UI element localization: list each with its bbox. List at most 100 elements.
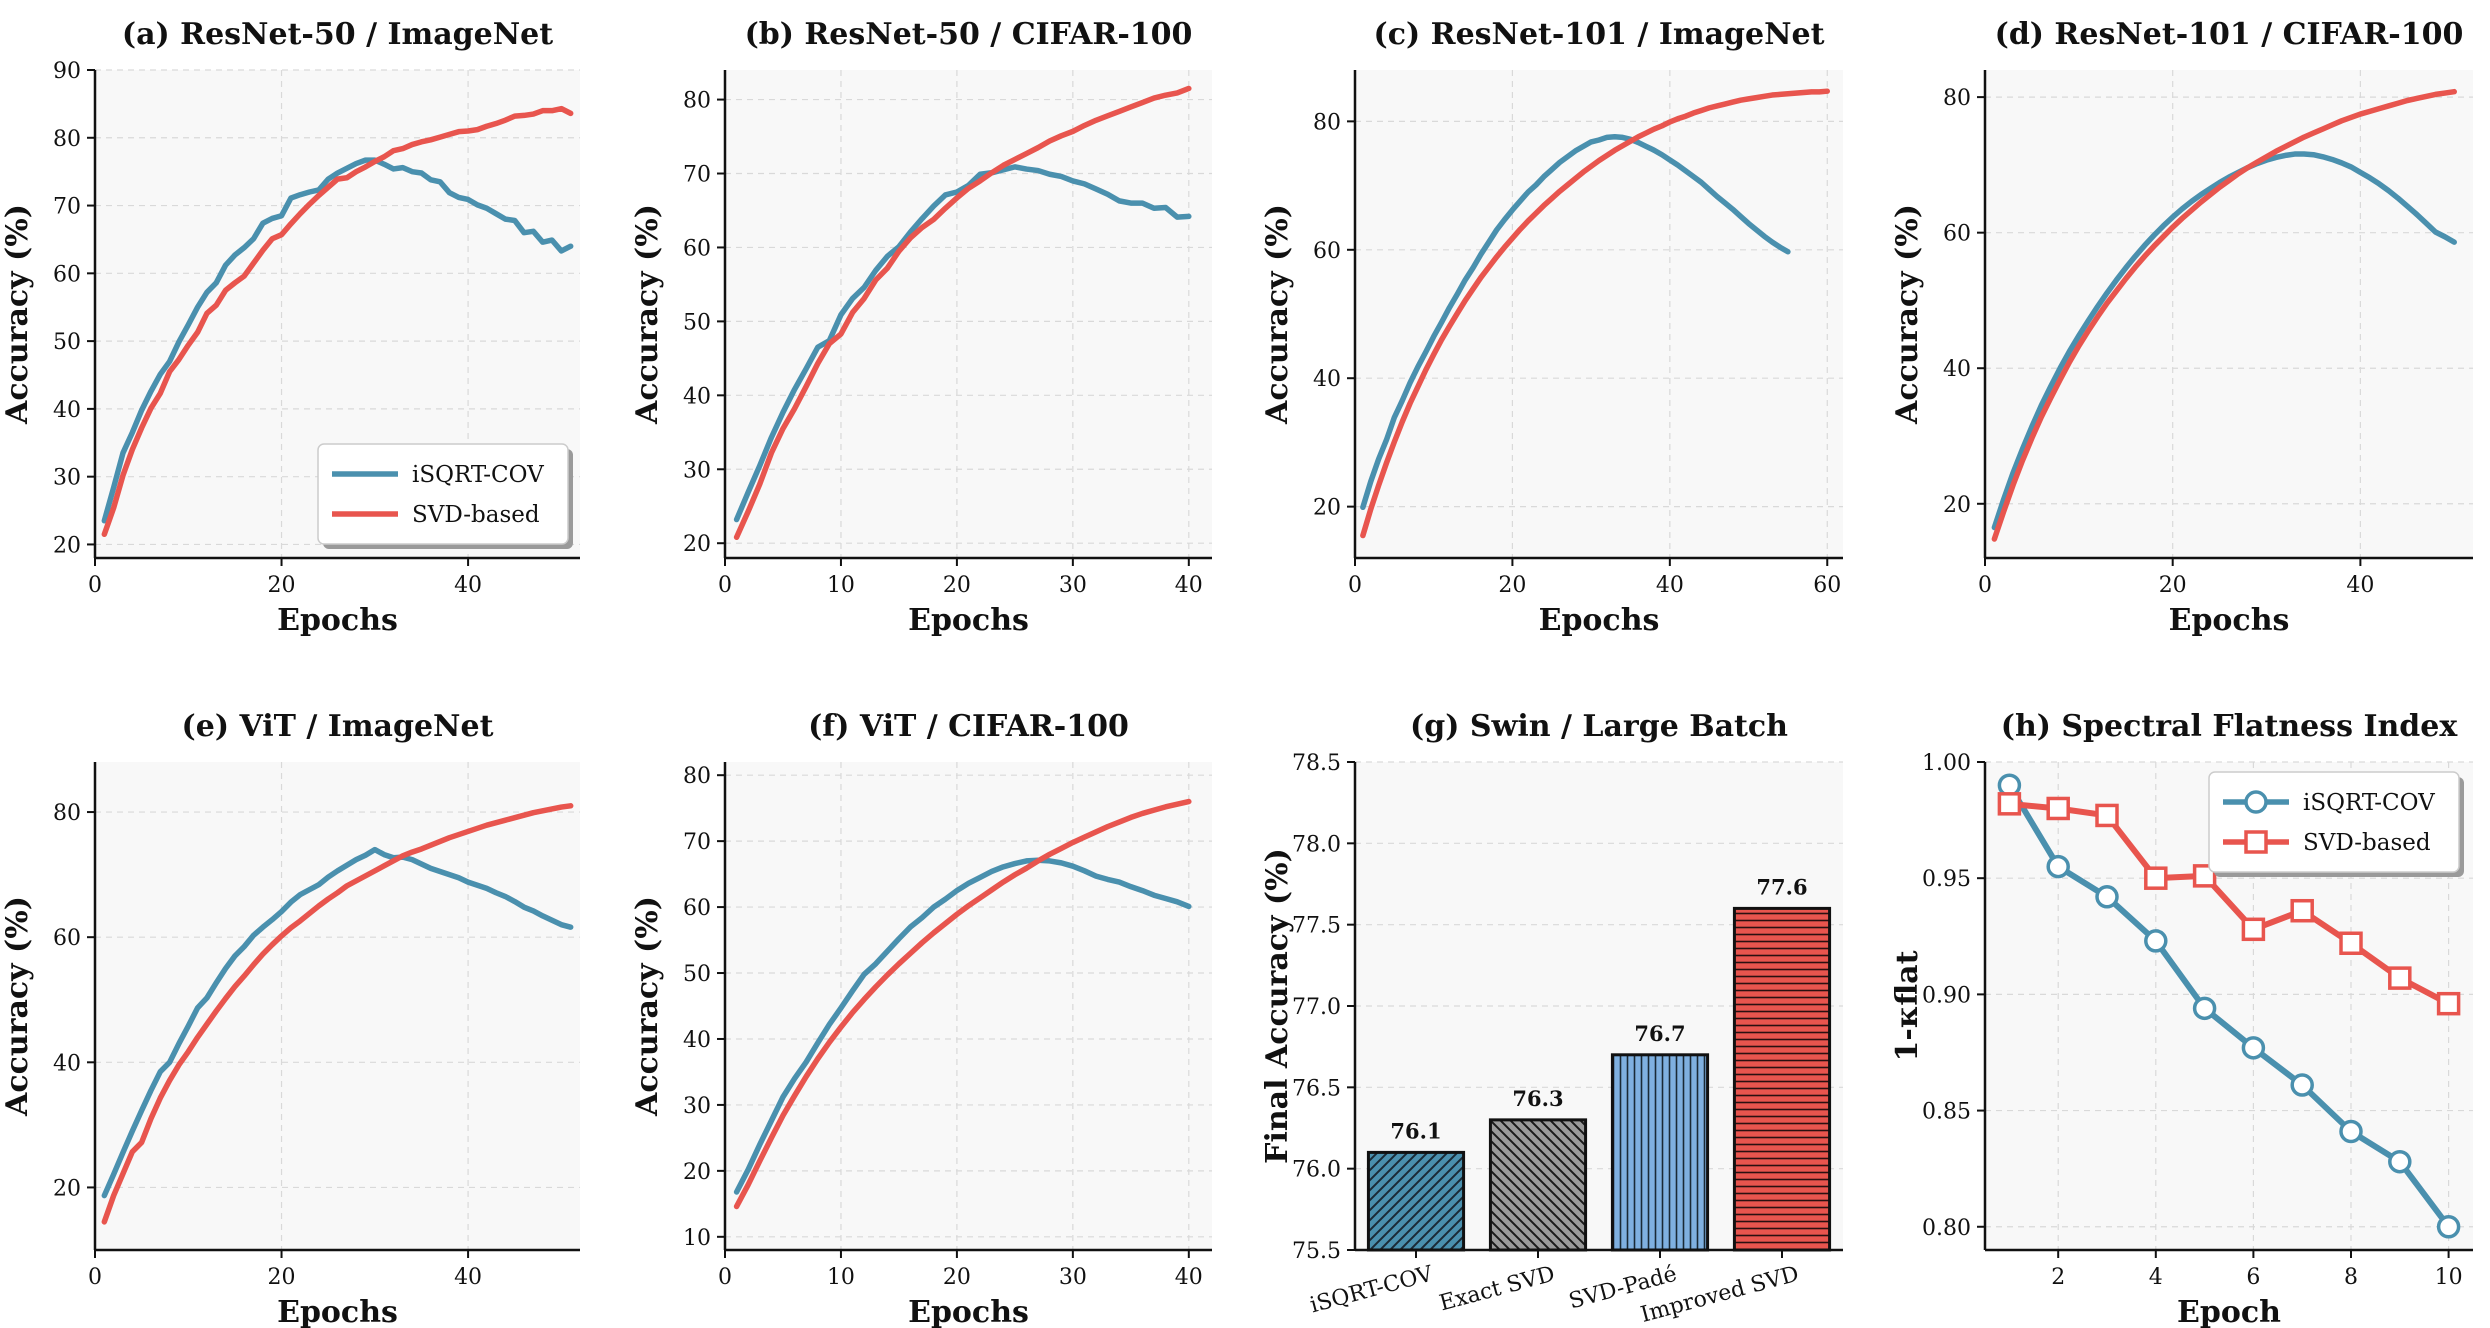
bar-2 <box>1488 1118 1588 1252</box>
series-line-red <box>733 85 1192 541</box>
y-tick-label: 80 <box>53 801 81 826</box>
plot-area <box>725 70 1212 558</box>
x-category-label: Exact SVD <box>1437 1262 1558 1317</box>
y-tick-label: 60 <box>1943 222 1971 247</box>
y-tick-label: 60 <box>683 896 711 921</box>
panel-5: 20 40 60 80 0 20 40 (e) ViT / ImageNet Epochs Acc… <box>0 709 580 1328</box>
y-tick-label: 78.0 <box>1292 832 1341 857</box>
y-axis-label: Accuracy (%) <box>630 204 665 425</box>
x-tick-label: 20 <box>268 1265 296 1290</box>
panel-title: (f) ViT / CIFAR-100 <box>808 709 1129 744</box>
data-point-circle <box>2436 1215 2461 1239</box>
y-tick-label: 40 <box>683 384 711 409</box>
panel-8: 0.80 0.85 0.90 0.95 1.00 2 4 6 8 10 iSQRT-COV SVD-b… <box>1890 709 2473 1328</box>
x-axis-label: Epochs <box>2169 603 2290 638</box>
y-tick-label: 77.5 <box>1292 914 1341 939</box>
data-point-square <box>2339 931 2363 956</box>
series-line-red <box>101 803 574 1225</box>
panel-title: (g) Swin / Large Batch <box>1410 709 1788 744</box>
y-tick-label: 0.95 <box>1922 867 1971 892</box>
data-point-square <box>2388 966 2412 990</box>
y-tick-label: 70 <box>53 195 81 220</box>
panel-title: (c) ResNet-101 / ImageNet <box>1374 17 1825 52</box>
y-tick-label: 80 <box>1313 110 1341 135</box>
panel-title: (e) ViT / ImageNet <box>182 709 494 744</box>
legend-box <box>2208 771 2460 873</box>
y-tick-label: 50 <box>53 330 81 355</box>
legend-marker-square <box>2244 830 2268 854</box>
y-tick-label: 60 <box>53 926 81 951</box>
y-tick-label: 20 <box>1943 493 1971 518</box>
y-tick-label: 80 <box>683 89 711 114</box>
y-tick-label: 70 <box>683 163 711 188</box>
y-tick-label: 80 <box>1943 86 1971 111</box>
panel-3: 20 40 60 80 0 20 40 60 (c) ResNet-101 / ImageNet… <box>1260 17 1843 638</box>
plot-area <box>95 762 580 1250</box>
y-tick-label: 50 <box>683 962 711 987</box>
bar-1 <box>1366 1150 1466 1252</box>
y-tick-label: 70 <box>683 830 711 855</box>
y-axis-label: Accuracy (%) <box>630 896 665 1117</box>
y-tick-label: 20 <box>53 533 81 558</box>
x-tick-label: 40 <box>1656 573 1684 598</box>
x-tick-label: 8 <box>2344 1265 2358 1290</box>
series-line-blue <box>2006 782 2452 1230</box>
x-axis-label: Epochs <box>908 1295 1029 1328</box>
x-tick-label: 10 <box>2435 1265 2463 1290</box>
x-axis-label: Epochs <box>908 603 1029 638</box>
panel-6: 10 20 30 40 50 60 70 80 0 10 20 30 40 (f) ViT / CIFAR… <box>630 709 1212 1328</box>
x-tick-label: 60 <box>1813 573 1841 598</box>
y-tick-label: 1.00 <box>1922 751 1971 776</box>
y-tick-label: 0.90 <box>1922 983 1971 1008</box>
y-tick-label: 78.5 <box>1292 751 1341 776</box>
y-axis-label: Accuracy (%) <box>0 204 35 425</box>
series-line-blue <box>733 164 1192 523</box>
x-tick-label: 20 <box>943 573 971 598</box>
y-axis-label: Accuracy (%) <box>1260 204 1295 425</box>
y-tick-label: 20 <box>1313 496 1341 521</box>
x-tick-label: 40 <box>454 573 482 598</box>
y-axis-label: Final Accuracy (%) <box>1260 848 1295 1164</box>
bar-3 <box>1610 1053 1710 1252</box>
data-point-circle <box>2290 1073 2314 1097</box>
x-tick-label: 0 <box>88 573 102 598</box>
panel-4: 20 40 60 80 0 20 40 (d) ResNet-101 / CIFAR-100 E… <box>1890 17 2473 638</box>
series-line-red <box>101 105 574 538</box>
legend-label: SVD-based <box>2303 830 2431 856</box>
y-tick-label: 30 <box>53 466 81 491</box>
series-line-red <box>733 798 1192 1210</box>
x-axis-label: Epochs <box>1539 603 1660 638</box>
x-tick-label: 40 <box>1175 573 1203 598</box>
data-point-circle <box>2339 1119 2363 1144</box>
data-point-circle <box>2241 1036 2266 1060</box>
legend: iSQRT-COV SVD-based <box>317 443 573 549</box>
x-tick-label: 30 <box>1059 573 1087 598</box>
y-tick-label: 80 <box>683 764 711 789</box>
y-tick-label: 80 <box>53 127 81 152</box>
data-point-square <box>1997 792 2022 816</box>
y-tick-label: 76.5 <box>1292 1076 1341 1101</box>
plot-area <box>1985 70 2473 558</box>
legend-box <box>317 443 569 545</box>
data-point-square <box>2290 898 2314 923</box>
x-tick-label: 10 <box>827 573 855 598</box>
x-tick-label: 10 <box>827 1265 855 1290</box>
x-tick-label: 6 <box>2246 1265 2260 1290</box>
y-tick-label: 60 <box>683 236 711 261</box>
y-tick-label: 20 <box>683 1160 711 1185</box>
y-tick-label: 90 <box>53 59 81 84</box>
y-tick-label: 40 <box>1313 367 1341 392</box>
y-tick-label: 75.5 <box>1292 1239 1341 1264</box>
y-tick-label: 77.0 <box>1292 995 1341 1020</box>
y-tick-label: 20 <box>53 1176 81 1201</box>
x-tick-label: 20 <box>2159 573 2187 598</box>
panel-title: (a) ResNet-50 / ImageNet <box>122 17 553 52</box>
legend-label: iSQRT-COV <box>412 462 544 488</box>
bar-4 <box>1732 906 1832 1252</box>
legend-label: SVD-based <box>412 502 540 528</box>
data-point-square <box>2192 864 2217 888</box>
panel-1: 20 30 40 50 60 70 80 90 0 20 40 iSQRT-COV SVD-based (… <box>0 17 580 638</box>
bar-value-label: 76.3 <box>1512 1086 1563 1111</box>
panel-title: (h) Spectral Flatness Index <box>2001 709 2459 744</box>
